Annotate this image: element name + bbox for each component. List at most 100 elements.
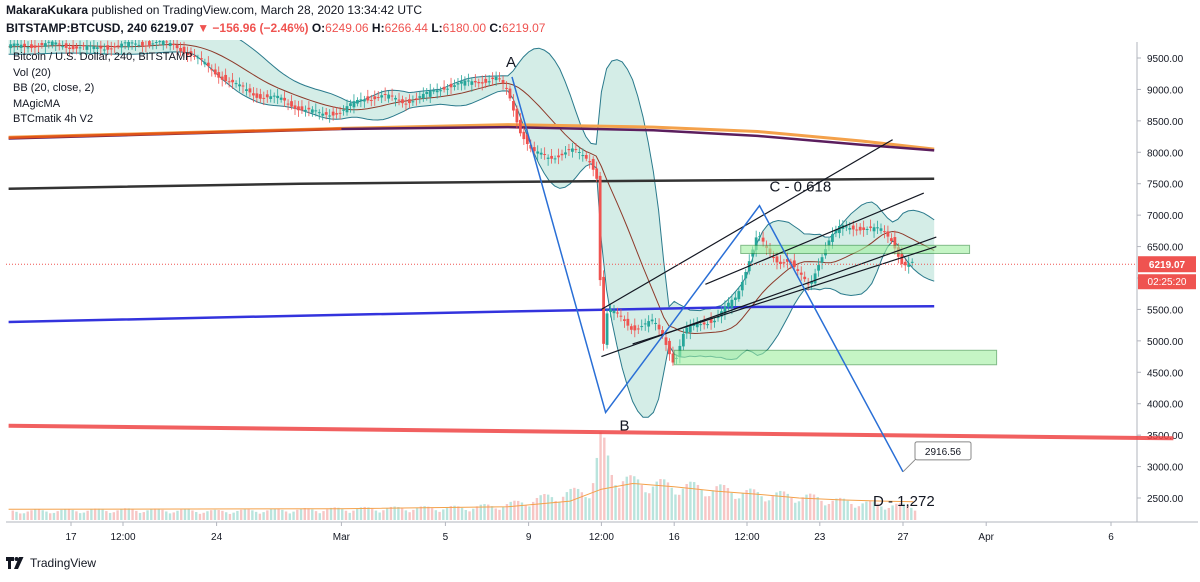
volume-bar [359, 507, 363, 520]
volume-bar [303, 507, 306, 520]
candle-body [356, 99, 359, 104]
candle-body [154, 42, 158, 44]
x-tick-label: 24 [211, 532, 223, 543]
candle-body [796, 269, 800, 271]
volume-bar [438, 511, 441, 520]
volume-bar [831, 500, 834, 520]
volume-bar [880, 506, 883, 520]
candle-body [761, 237, 765, 242]
candle-body [40, 43, 44, 45]
indicator-legend: Bitcoin / U.S. Dollar, 240, BITSTAMP Vol… [13, 50, 193, 128]
candle-body [574, 149, 578, 151]
volume-bar [41, 510, 44, 520]
candle-body [428, 90, 432, 97]
y-tick-label: 7000.00 [1147, 211, 1184, 222]
legend-bollinger[interactable]: BB (20, close, 2) [13, 82, 95, 94]
volume-bar [11, 510, 14, 520]
candle-body [858, 226, 862, 231]
candle-body [161, 40, 165, 46]
candle-body [408, 99, 411, 104]
candle-body [633, 325, 637, 331]
channel-upper-line [601, 139, 893, 310]
candle-body [321, 113, 325, 116]
volume-bar [670, 487, 673, 520]
volume-bar [63, 509, 67, 520]
candle-body [127, 41, 130, 48]
y-tick-label: 8500.00 [1147, 117, 1184, 128]
candle-body [147, 41, 151, 46]
candle-body [480, 82, 484, 84]
volume-bar [835, 498, 838, 520]
candle-body [26, 47, 30, 49]
x-tick-label: 12:00 [110, 532, 135, 543]
volume-bar [56, 511, 59, 520]
volume-bar [19, 513, 22, 520]
candle-body [706, 324, 710, 326]
candle-body [903, 261, 907, 266]
volume-bar [621, 481, 625, 520]
volume-bar [337, 507, 340, 520]
volume-bar [60, 509, 63, 520]
volume-bar [262, 512, 265, 520]
candle-body [304, 109, 307, 111]
volume-bar [363, 506, 366, 520]
volume-bar [344, 510, 348, 520]
candle-body [387, 94, 391, 99]
volume-bar [558, 502, 561, 520]
author-name[interactable]: MakaraKukara [6, 3, 89, 17]
candle-body [744, 271, 748, 279]
legend-btcmatik[interactable]: BTCmatik 4h V2 [13, 113, 94, 125]
volume-bar [30, 510, 33, 520]
candle-body [570, 148, 574, 152]
legend-series[interactable]: Bitcoin / U.S. Dollar, 240, BITSTAMP [13, 51, 193, 63]
candle-body [335, 113, 339, 115]
volume-bar [434, 510, 438, 520]
candle-body [345, 106, 349, 113]
footer-brand[interactable]: TradingView [30, 556, 97, 570]
candle-body [785, 258, 789, 262]
x-tick-label: 12:00 [734, 532, 759, 543]
legend-magicma[interactable]: MAgicMA [13, 97, 61, 110]
price-chart[interactable]: 9500.00 9000.00 8500.00 8000.00 7500.00 7000.… [0, 40, 1200, 546]
volume-bar [505, 504, 509, 520]
candle-body [331, 111, 335, 116]
volume-bar [812, 494, 816, 520]
candle-body [671, 353, 675, 363]
candle-body [456, 83, 460, 85]
support-zone-1 [740, 244, 971, 254]
candle-body [491, 77, 495, 80]
volume-bar [131, 509, 134, 520]
candle-body [584, 154, 588, 159]
volume-bar [625, 476, 628, 520]
candle-body [643, 323, 647, 325]
volume-bar [254, 511, 258, 520]
volume-bar [105, 511, 108, 520]
candle-body [71, 45, 75, 50]
volume-bar [704, 496, 707, 520]
candle-body [102, 49, 106, 51]
volume-bar [730, 492, 733, 520]
candle-body [213, 69, 217, 75]
volume-bar [760, 496, 763, 520]
candle-body [196, 57, 200, 59]
candle-body [848, 227, 852, 230]
volume-bar [797, 501, 801, 520]
candle-body [806, 283, 810, 285]
volume-bar [382, 510, 385, 520]
volume-bar [400, 508, 404, 520]
volume-bar [116, 510, 119, 520]
candle-body [602, 276, 605, 344]
legend-volume[interactable]: Vol (20) [13, 66, 51, 79]
y-tick-label: 5000.00 [1147, 337, 1184, 348]
close-value: 6219.07 [502, 21, 546, 35]
candle-body [293, 105, 297, 109]
volume-bar [415, 507, 419, 520]
candle-body [498, 78, 501, 80]
volume-bar [389, 506, 393, 520]
candle-body [446, 88, 449, 90]
candle-body [265, 94, 269, 98]
volume-bar [479, 504, 482, 520]
volume-bar [251, 510, 254, 520]
volume-bar [483, 504, 486, 520]
volume-bar [584, 497, 587, 520]
